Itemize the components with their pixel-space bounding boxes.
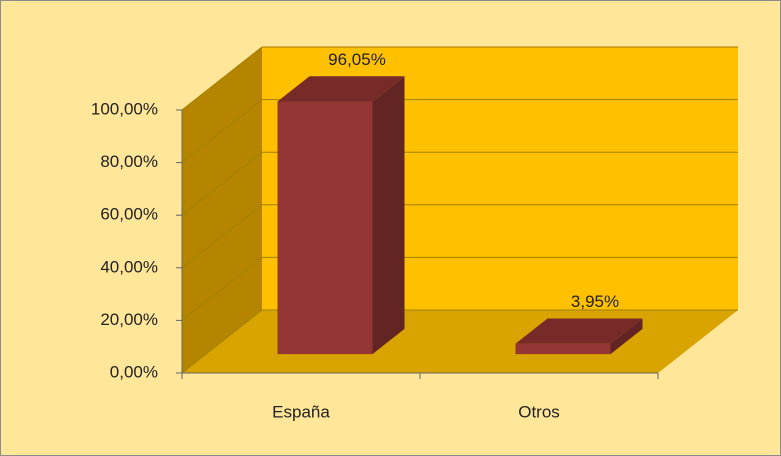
plot: 0,00% 20,00% 40,00% 60,00% 80,00% 100,00% Espa…: [91, 46, 738, 421]
bar-top: [277, 76, 405, 102]
grid-line: [181, 46, 263, 111]
floor: [182, 310, 738, 373]
grid-line: [181, 309, 263, 374]
x-tick-label: Otros: [518, 402, 560, 421]
grid-line: [181, 257, 263, 321]
bar-front: [515, 343, 611, 355]
grid-line: [181, 99, 263, 163]
y-tick-label: 80,00%: [100, 152, 158, 171]
bar-side: [372, 76, 405, 355]
y-tick-label: 0,00%: [110, 362, 158, 381]
x-tick-label: España: [272, 402, 330, 421]
y-tick-label: 20,00%: [100, 310, 158, 329]
y-tick-label: 100,00%: [91, 99, 158, 118]
bar-top: [515, 318, 643, 344]
bar-side: [610, 318, 643, 355]
bar-front: [277, 101, 373, 355]
side-wall: [182, 47, 262, 373]
value-label: 96,05%: [328, 50, 386, 69]
value-label: 3,95%: [571, 292, 619, 311]
grid-line: [181, 204, 263, 269]
y-tick-label: 40,00%: [100, 257, 158, 276]
grid-line: [181, 151, 263, 216]
y-tick-label: 60,00%: [100, 205, 158, 224]
